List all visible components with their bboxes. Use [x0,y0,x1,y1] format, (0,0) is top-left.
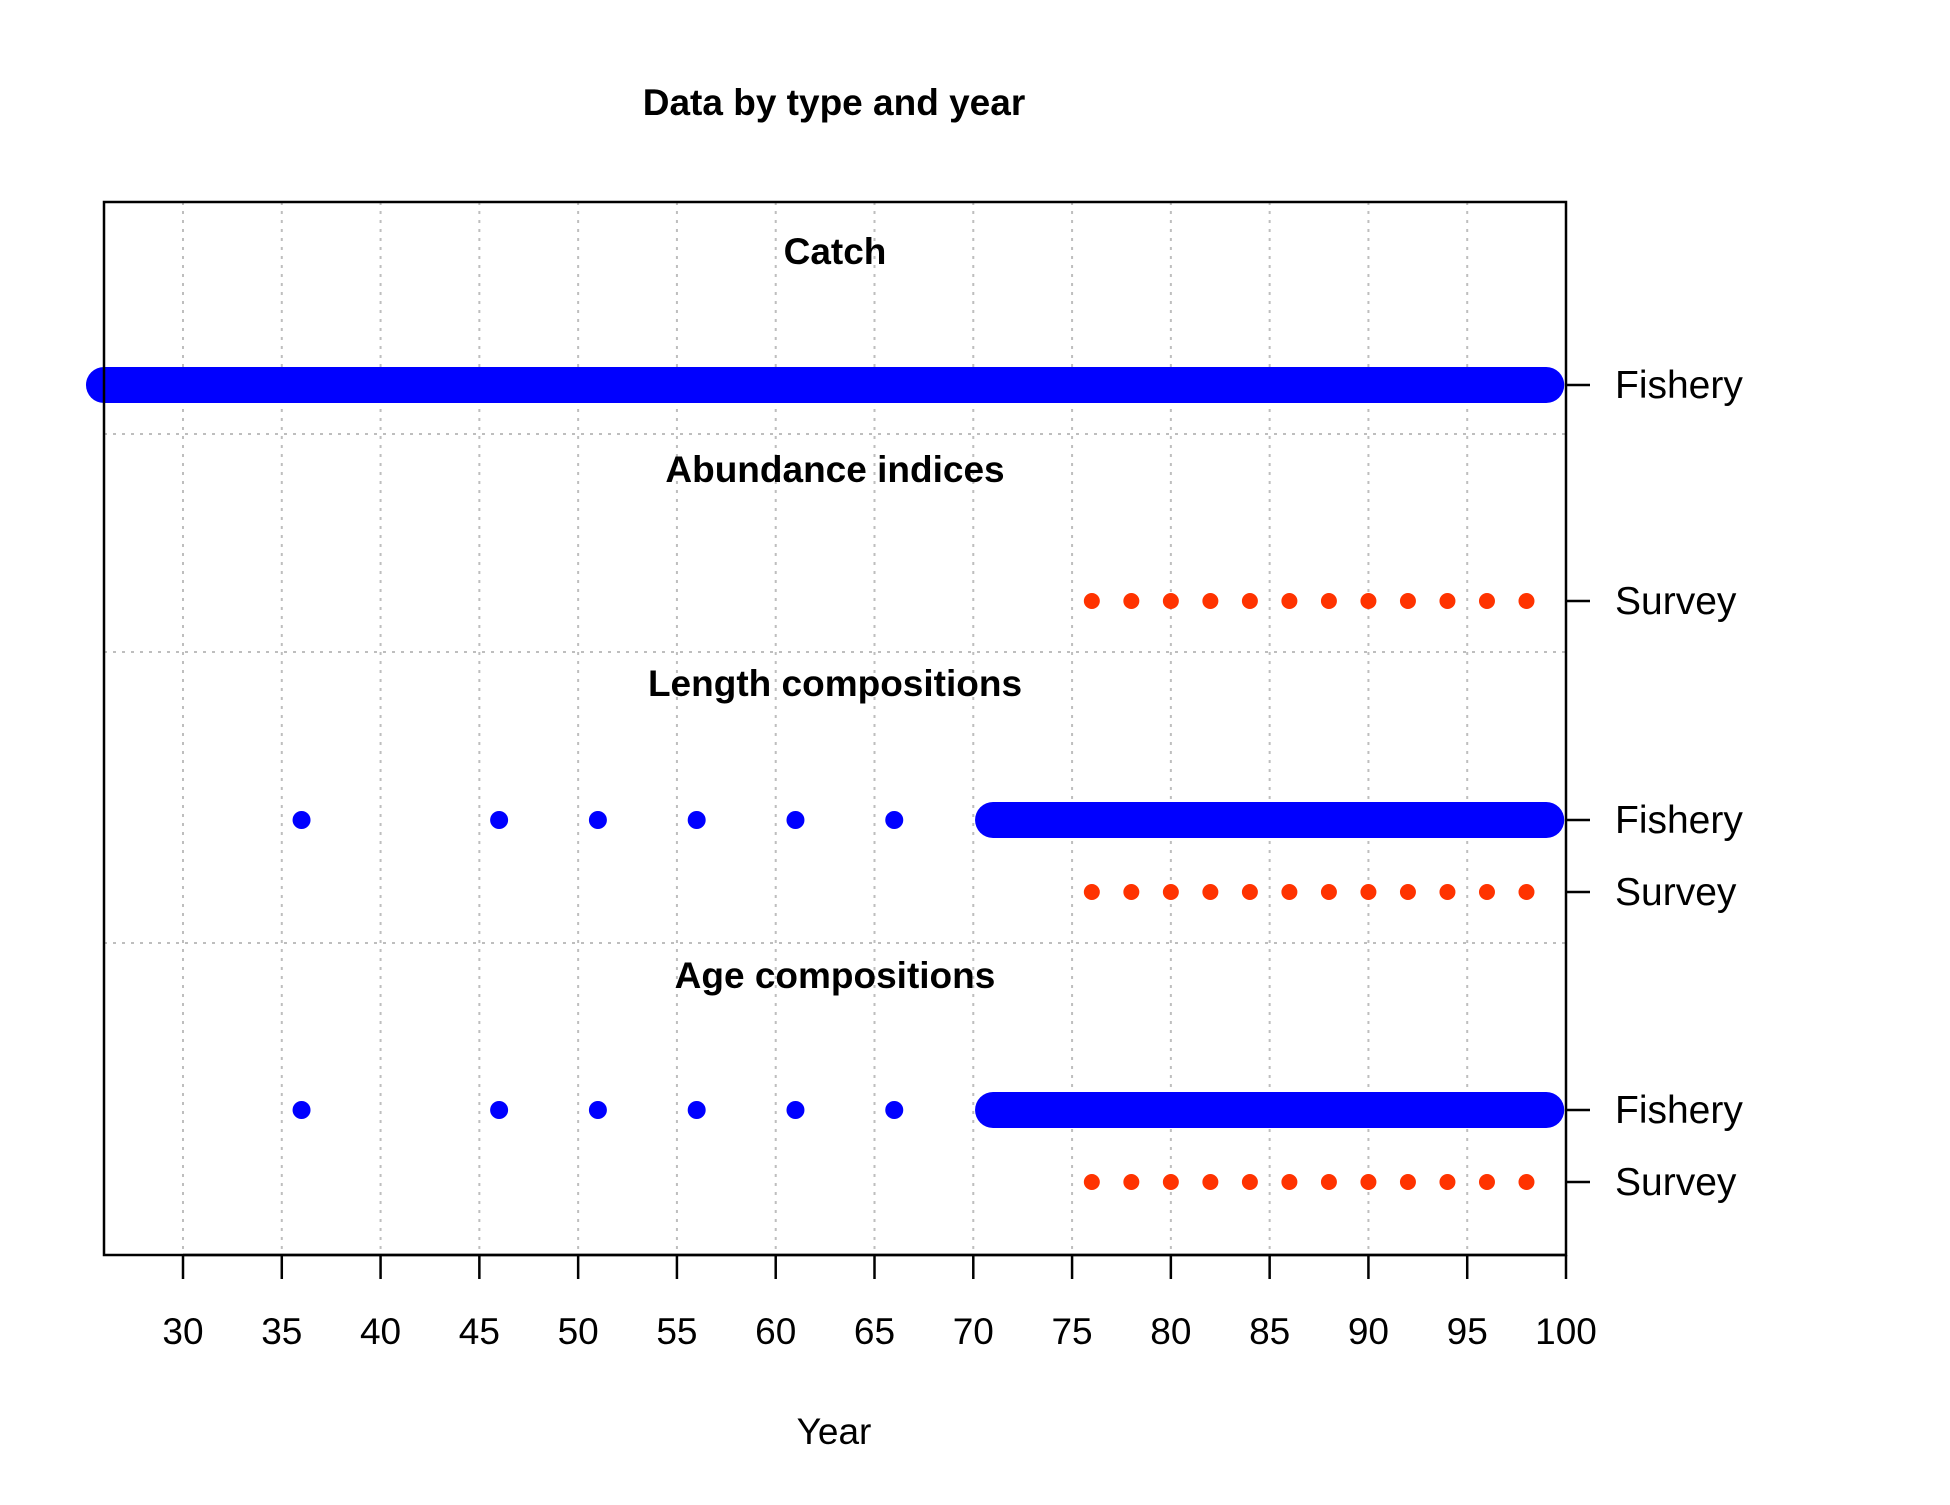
fishery-data-point [786,811,805,829]
x-tick-label: 75 [1051,1311,1092,1352]
x-tick-label: 35 [261,1311,302,1352]
x-axis: 30 35 40 45 50 55 60 65 70 75 80 85 90 95 100 [162,1253,1597,1352]
survey-data-point [1478,593,1495,609]
survey-data-point [1281,593,1298,609]
survey-data-point [1478,1174,1495,1190]
survey-data-point [1123,1174,1140,1190]
row-label-survey: Survey [1615,580,1737,623]
x-tick-label: 100 [1535,1311,1597,1352]
survey-data-point [1399,1174,1416,1190]
row-label-survey: Survey [1615,1161,1737,1204]
x-tick-label: 40 [360,1311,401,1352]
x-tick-label: 30 [162,1311,203,1352]
survey-data-point [1123,884,1140,900]
survey-data-point [1518,1174,1535,1190]
survey-data-point [1281,884,1298,900]
x-tick-label: 70 [953,1311,994,1352]
x-tick-label: 60 [755,1311,796,1352]
survey-data-point [1399,593,1416,609]
survey-data-point [1241,884,1258,900]
survey-data-point [1162,593,1179,609]
survey-data-point [1083,884,1100,900]
x-axis-label: Year [797,1411,872,1452]
survey-data-point [1320,884,1337,900]
survey-data-point [1281,1174,1298,1190]
survey-data-point [1123,593,1140,609]
row-label-fishery: Fishery [1615,364,1743,407]
survey-data-point [1083,1174,1100,1190]
panel-titles: Catch Abundance indices Length composition… [648,231,1022,996]
x-tick-label: 95 [1447,1311,1488,1352]
survey-data-point [1439,884,1456,900]
survey-data-point [1241,593,1258,609]
row-label-fishery: Fishery [1615,799,1743,842]
survey-data-point [1162,1174,1179,1190]
grid-lines [104,202,1566,1255]
fishery-data-point [292,811,311,829]
survey-data-point [1162,884,1179,900]
survey-data-point [1399,884,1416,900]
survey-data-point [1202,593,1219,609]
survey-data-point [1518,884,1535,900]
survey-data-point [1360,1174,1377,1190]
x-tick-label: 50 [558,1311,599,1352]
panel-title: Catch [784,231,887,272]
row-label-survey: Survey [1615,871,1737,914]
x-tick-label: 80 [1150,1311,1191,1352]
x-tick-label: 85 [1249,1311,1290,1352]
survey-data-point [1360,593,1377,609]
survey-data-point [1202,884,1219,900]
row-label-fishery: Fishery [1615,1089,1743,1132]
survey-data-point [1518,593,1535,609]
panel-title: Age compositions [675,955,996,996]
data-marks [85,367,1565,1190]
survey-data-point [1439,1174,1456,1190]
fishery-data-point [292,1101,311,1119]
survey-data-point [1202,1174,1219,1190]
x-tick-label: 45 [459,1311,500,1352]
chart-title: Data by type and year [643,82,1025,123]
fishery-data-point [687,1101,706,1119]
survey-data-point [1439,593,1456,609]
survey-data-point [1320,1174,1337,1190]
fishery-data-point [786,1101,805,1119]
survey-data-point [1478,884,1495,900]
panel-title: Abundance indices [665,449,1004,490]
x-tick-label: 90 [1348,1311,1389,1352]
fishery-data-point [885,1101,904,1119]
x-tick-label: 55 [656,1311,697,1352]
x-tick-label: 65 [854,1311,895,1352]
row-label-axis: Fishery Survey Fishery Survey Fishery Survey [1566,364,1743,1204]
fishery-data-point [490,811,509,829]
survey-data-point [1241,1174,1258,1190]
fishery-data-point [588,811,607,829]
fishery-data-point [687,811,706,829]
panel-title: Length compositions [648,663,1022,704]
fishery-data-point [885,811,904,829]
survey-data-point [1360,884,1377,900]
fishery-data-point [588,1101,607,1119]
survey-data-point [1083,593,1100,609]
fishery-data-point [490,1101,509,1119]
survey-data-point [1320,593,1337,609]
